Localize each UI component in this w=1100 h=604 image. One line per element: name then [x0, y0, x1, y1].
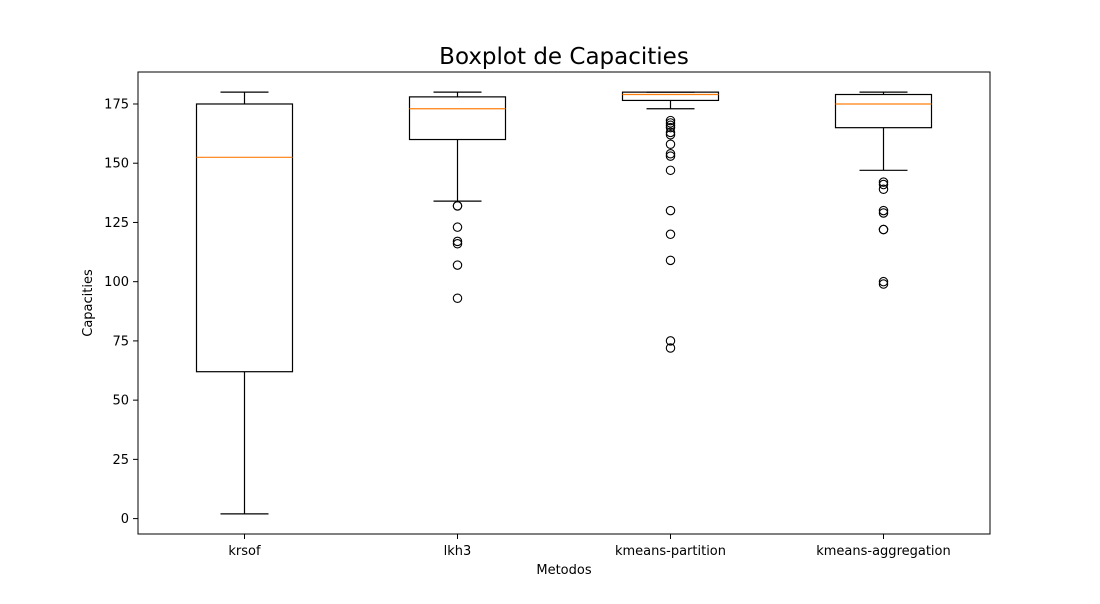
y-tick-label: 50: [112, 394, 129, 409]
x-tick-label: lkh3: [444, 544, 472, 559]
outlier-point: [665, 139, 676, 150]
x-tick-label: kmeans-aggregation: [816, 544, 951, 559]
box: [195, 103, 294, 373]
y-tick-label: 150: [104, 157, 129, 172]
outlier-point: [665, 205, 676, 216]
outlier-point: [665, 255, 676, 266]
y-axis: 0 25 50 75 100 125 150 175: [104, 97, 138, 527]
y-axis-label: Capacities: [81, 269, 96, 337]
x-tick-label: kmeans-partition: [615, 544, 726, 559]
chart-title: Boxplot de Capacities: [439, 44, 689, 70]
outlier-point: [665, 115, 676, 126]
outlier-point: [452, 236, 463, 247]
outlier-point: [665, 127, 676, 138]
outlier-point: [452, 239, 463, 249]
y-tick-label: 175: [104, 97, 129, 112]
box: [621, 91, 720, 102]
outlier-point: [878, 224, 889, 235]
x-axis-label: Metodos: [536, 563, 591, 578]
outlier-point: [665, 151, 676, 161]
x-tick-label: krsof: [228, 544, 261, 559]
y-tick-label: 125: [104, 216, 129, 231]
outlier-point: [878, 179, 889, 190]
plot-area: [137, 71, 991, 535]
box: [834, 93, 933, 129]
outlier-point: [665, 122, 676, 133]
box-group-krsof: [195, 91, 294, 515]
outlier-point: [878, 208, 889, 218]
outlier-point: [665, 336, 676, 346]
outlier-point: [665, 130, 676, 140]
box-group-kmeans-partition: [621, 91, 720, 353]
box-group-kmeans-aggregation: [834, 91, 933, 289]
outlier-point: [665, 343, 676, 353]
y-tick-label: 25: [112, 453, 129, 468]
y-tick-label: 0: [121, 512, 129, 527]
outlier-point: [878, 205, 889, 216]
outlier-point: [878, 184, 889, 195]
box: [408, 96, 507, 141]
outlier-point: [878, 279, 889, 289]
x-axis: krsof lkh3 kmeans-partition kmeans-aggregat…: [228, 534, 951, 559]
outlier-point: [665, 165, 676, 176]
outlier-point: [665, 120, 676, 131]
outlier-point: [452, 260, 463, 270]
outlier-point: [665, 148, 676, 159]
outlier-point: [452, 293, 463, 304]
outlier-point: [452, 201, 463, 211]
outlier-point: [452, 222, 463, 232]
outlier-point: [665, 118, 676, 128]
outlier-point: [878, 177, 889, 187]
y-tick-label: 100: [104, 275, 129, 290]
y-tick-label: 75: [112, 334, 129, 349]
box-group-lkh3: [408, 91, 507, 304]
outlier-point: [665, 229, 676, 240]
boxes: [195, 91, 933, 515]
outlier-point: [878, 276, 889, 287]
